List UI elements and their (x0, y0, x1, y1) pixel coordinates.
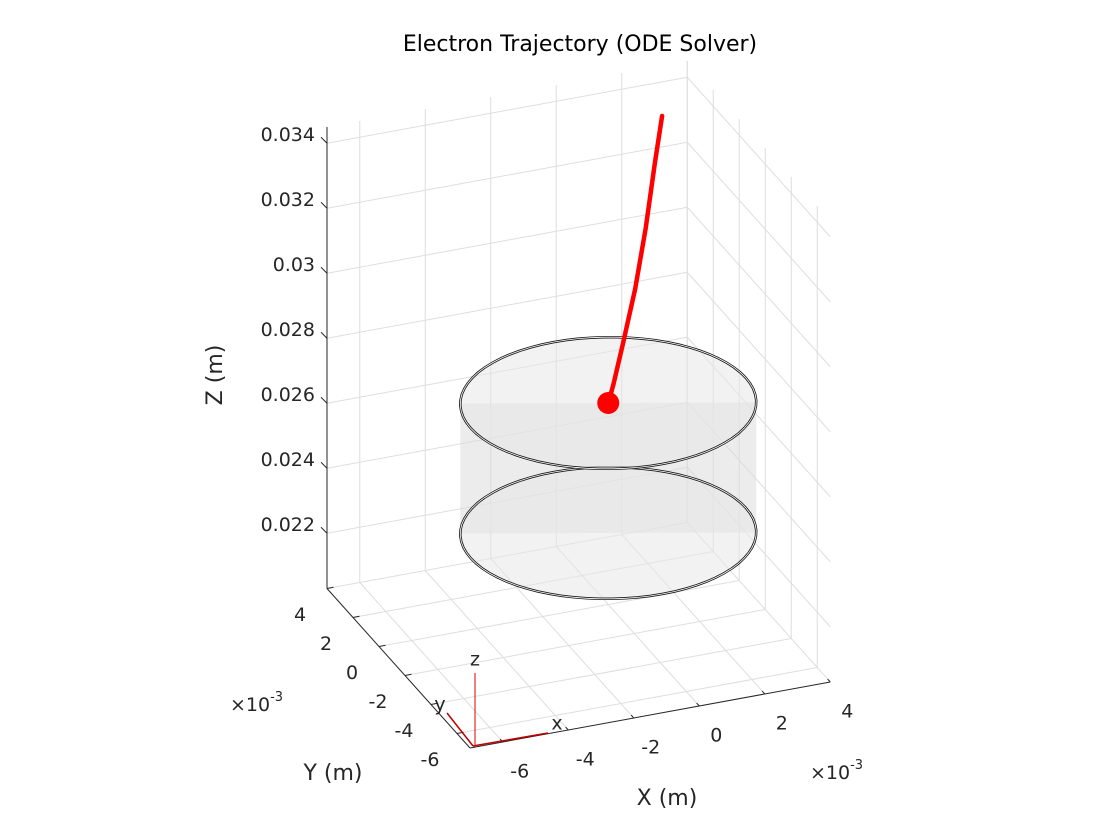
z-tick (320, 266, 328, 274)
grid-line (686, 76, 831, 238)
x-tick (696, 702, 700, 707)
cylinder-cap-inner (459, 336, 757, 470)
x-tick (761, 690, 766, 695)
x-axis-label: X (m) (637, 786, 698, 811)
exponent-power: -3 (850, 758, 863, 773)
z-tick-label: 0.024 (261, 449, 315, 471)
exponent-base: ×10 (810, 762, 850, 784)
triad-label: y (434, 694, 445, 716)
triad-y (446, 712, 474, 747)
grid-line (686, 206, 831, 368)
y-tick (404, 673, 412, 676)
z-tick (320, 526, 328, 534)
z-tick (320, 136, 328, 144)
trajectory (606, 113, 665, 406)
exponent-base: ×10 (230, 694, 270, 716)
y-tick-label: 2 (320, 633, 332, 655)
grid-line (456, 667, 818, 734)
x-tick-label: 4 (841, 701, 853, 723)
triad-label: z (470, 649, 480, 671)
grid-line (430, 638, 792, 705)
x-axis (469, 681, 831, 749)
z-tick-label: 0.032 (261, 189, 315, 211)
y-axis-label: Y (m) (302, 761, 362, 786)
y-tick-label: 0 (346, 662, 358, 684)
grid-line (424, 570, 569, 731)
x-tick-label: -2 (641, 737, 660, 759)
z-tick-label: 0.03 (273, 254, 315, 276)
grid-line (686, 271, 831, 433)
y-tick (430, 702, 438, 705)
z-tick-label: 0.028 (261, 319, 315, 341)
x-tick-label: -6 (510, 761, 529, 783)
z-tick (320, 201, 328, 209)
y-tick (326, 586, 334, 589)
grid-line (326, 141, 688, 209)
x-tick (565, 726, 569, 731)
chart-title: Electron Trajectory (ODE Solver) (403, 32, 757, 57)
y-tick-label: -6 (421, 749, 440, 771)
grid-line (326, 206, 688, 274)
plot-area: -6-4-2024-6-4-20240.0220.0240.0260.0280.… (261, 61, 853, 783)
orientation-axes: x y z (434, 649, 563, 747)
end-point (597, 392, 620, 414)
exponent-power: -3 (270, 690, 283, 705)
grid-line (326, 76, 688, 144)
x-tick (630, 714, 635, 719)
z-tick (320, 396, 328, 404)
z-tick-label: 0.022 (261, 514, 315, 536)
grid-line (686, 141, 831, 303)
y-exponent: ×10-3 (230, 690, 283, 716)
y-tick-label: -2 (369, 691, 388, 713)
y-axis (326, 588, 471, 749)
z-tick-label: 0.026 (261, 384, 315, 406)
grid-line (404, 609, 766, 676)
y-tick-label: 4 (294, 604, 306, 626)
x-exponent: ×10-3 (810, 758, 863, 784)
grid-line (359, 582, 504, 743)
y-tick-label: -4 (395, 720, 414, 742)
y-tick (352, 615, 360, 618)
triad-x (472, 732, 549, 747)
grid-line (326, 271, 688, 339)
x-tick-label: 0 (710, 725, 722, 747)
z-tick (320, 461, 328, 469)
z-axis-label: Z (m) (203, 345, 228, 406)
z-tick (320, 331, 328, 339)
x-tick-label: -4 (576, 749, 595, 771)
x-tick-label: 2 (776, 713, 788, 735)
triad-label: x (551, 713, 562, 735)
y-tick (378, 644, 386, 647)
x-tick (827, 678, 831, 683)
z-tick-label: 0.034 (261, 124, 315, 146)
